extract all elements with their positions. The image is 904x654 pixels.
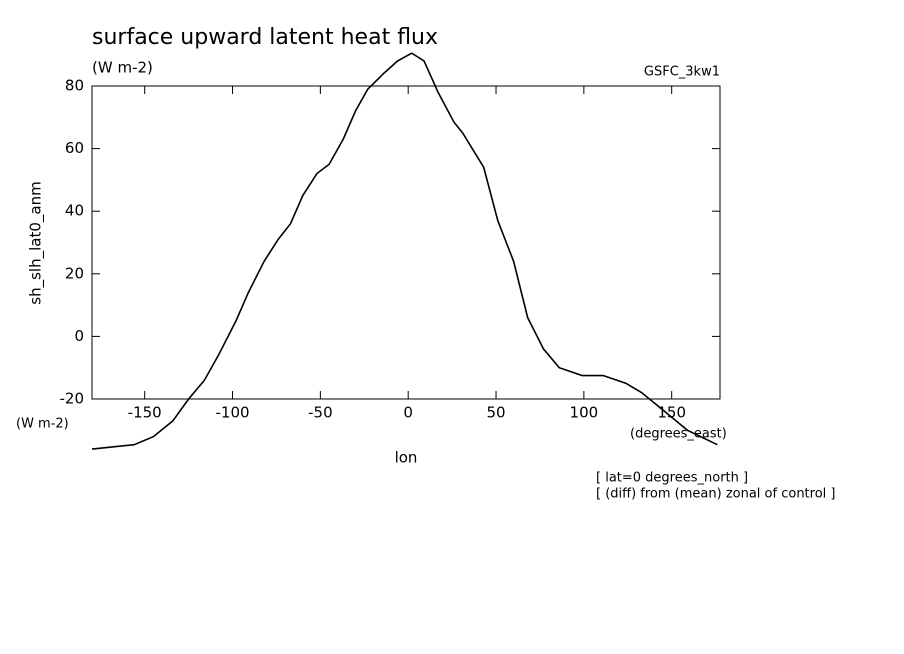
x-tick-label: 0	[403, 404, 413, 422]
y-tick-label: 60	[65, 139, 84, 157]
units: (W m-2)	[92, 59, 153, 77]
x-units: (degrees_east)	[630, 427, 727, 442]
note: [ lat=0 degrees_north ]	[596, 471, 748, 486]
y-units: (W m-2)	[16, 417, 69, 432]
x-tick-label: -50	[308, 404, 333, 422]
y-tick-label: -20	[60, 390, 85, 408]
x-tick-label: -100	[216, 404, 250, 422]
plot-frame	[91, 85, 721, 400]
y-tick-label: 0	[74, 327, 84, 345]
chart-title: surface upward latent heat flux	[92, 25, 438, 50]
note: [ (diff) from (mean) zonal of control ]	[596, 487, 835, 502]
y-tick-label: 40	[65, 202, 84, 220]
dataset-label: GSFC_3kw1	[644, 65, 720, 80]
y-axis-label: sh_slh_lat0_anm	[27, 181, 46, 304]
y-tick-label: 80	[65, 77, 84, 95]
x-tick-label: -150	[128, 404, 162, 422]
data-line	[91, 52, 718, 450]
y-tick-label: 20	[65, 264, 84, 282]
x-tick-label: 150	[657, 404, 686, 422]
x-axis-label: lon	[395, 449, 418, 467]
x-tick-label: 100	[570, 404, 599, 422]
x-tick-label: 50	[486, 404, 505, 422]
